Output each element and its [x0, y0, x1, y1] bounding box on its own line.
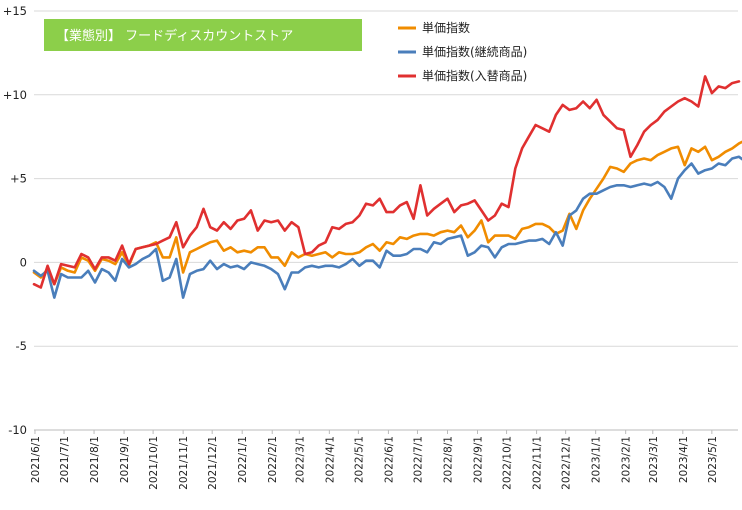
x-tick-label: 2023/4/1 — [678, 436, 690, 483]
y-tick-label: +10 — [3, 88, 27, 102]
series-line-1 — [32, 155, 742, 299]
x-tick-label: 2022/5/1 — [353, 436, 365, 483]
x-tick-label: 2022/2/1 — [267, 436, 279, 483]
x-tick-label: 2022/8/1 — [442, 436, 454, 483]
chart-title-background — [44, 19, 362, 51]
series-lines — [32, 75, 742, 299]
y-tick-label: 0 — [20, 255, 27, 269]
x-tick-label: 2022/7/1 — [412, 436, 424, 483]
chart-title-box: 【業態別】 フードディスカウントストア — [44, 19, 362, 51]
x-tick-label: 2023/3/1 — [648, 436, 660, 483]
legend-label: 単価指数 — [422, 20, 470, 35]
x-tick-label: 2021/9/1 — [119, 436, 131, 483]
y-axis-ticks: +15 +10 +5 0 -5 -10 — [3, 4, 27, 437]
x-tick-label: 2022/11/1 — [532, 436, 544, 490]
x-tick-label: 2022/1/1 — [237, 436, 249, 483]
chart-title: 【業態別】 フードディスカウントストア — [56, 28, 293, 44]
x-tick-label: 2021/8/1 — [89, 436, 101, 483]
x-tick-label: 2022/6/1 — [383, 436, 395, 483]
series-line-0 — [32, 140, 742, 286]
x-tick-label: 2022/10/1 — [502, 436, 514, 490]
y-tick-label: +15 — [3, 4, 27, 18]
x-tick-label: 2021/12/1 — [207, 436, 219, 490]
x-tick-label: 2023/1/1 — [591, 436, 603, 483]
x-tick-label: 2023/2/1 — [621, 436, 633, 483]
legend-label: 単価指数(継続商品) — [422, 44, 527, 59]
y-tick-label: -10 — [8, 423, 27, 437]
x-tick-label: 2021/7/1 — [59, 436, 71, 483]
x-tick-label: 2023/5/1 — [707, 436, 719, 483]
x-tick-label: 2021/11/1 — [178, 436, 190, 490]
x-tick-label: 2021/10/1 — [148, 436, 160, 490]
x-tick-label: 2021/6/1 — [30, 436, 42, 483]
x-tick-label: 2022/9/1 — [473, 436, 485, 483]
series-line-2 — [32, 75, 741, 289]
x-tick-label: 2022/3/1 — [294, 436, 306, 483]
x-tick-label: 2022/12/1 — [561, 436, 573, 490]
x-axis-ticks: 2021/6/1 2021/7/1 2021/8/1 2021/9/1 2021/10/… — [30, 430, 719, 490]
y-tick-label: +5 — [10, 172, 27, 186]
x-tick-label: 2022/4/1 — [324, 436, 336, 483]
gridlines — [34, 10, 738, 347]
y-tick-label: -5 — [16, 339, 27, 353]
legend-label: 単価指数(入替商品) — [422, 68, 527, 83]
